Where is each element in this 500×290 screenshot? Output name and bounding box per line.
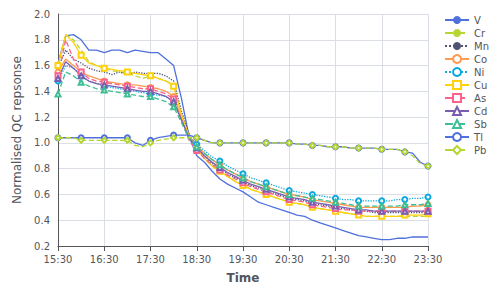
- svg-text:1.8: 1.8: [34, 34, 50, 45]
- svg-text:Ni: Ni: [474, 67, 484, 78]
- svg-text:17:30: 17:30: [136, 254, 165, 265]
- svg-text:V: V: [474, 15, 481, 26]
- svg-text:Cu: Cu: [474, 80, 487, 91]
- svg-text:2.0: 2.0: [34, 9, 50, 20]
- svg-text:As: As: [474, 93, 486, 104]
- svg-text:Pb: Pb: [474, 145, 486, 156]
- svg-text:Cd: Cd: [474, 106, 487, 117]
- svg-text:Time: Time: [227, 271, 260, 285]
- svg-text:16:30: 16:30: [90, 254, 119, 265]
- svg-text:20:30: 20:30: [275, 254, 304, 265]
- svg-text:1.4: 1.4: [34, 86, 50, 97]
- svg-text:0.4: 0.4: [34, 215, 50, 226]
- svg-text:18:30: 18:30: [182, 254, 211, 265]
- svg-text:0.6: 0.6: [34, 189, 50, 200]
- svg-text:1.6: 1.6: [34, 60, 50, 71]
- svg-text:22:30: 22:30: [367, 254, 396, 265]
- svg-text:19:30: 19:30: [229, 254, 258, 265]
- svg-text:15:30: 15:30: [44, 254, 73, 265]
- svg-text:Mn: Mn: [474, 41, 489, 52]
- svg-text:Normalised QC repsonse: Normalised QC repsonse: [10, 56, 24, 204]
- svg-text:0.8: 0.8: [34, 163, 50, 174]
- svg-text:Co: Co: [474, 54, 487, 65]
- svg-text:21:30: 21:30: [321, 254, 350, 265]
- svg-text:Cr: Cr: [474, 28, 486, 39]
- svg-text:23:30: 23:30: [414, 254, 443, 265]
- svg-text:Sb: Sb: [474, 119, 487, 130]
- svg-text:1.2: 1.2: [34, 112, 50, 123]
- svg-text:0.2: 0.2: [34, 241, 50, 252]
- svg-text:1.0: 1.0: [34, 137, 50, 148]
- svg-text:Tl: Tl: [473, 132, 483, 143]
